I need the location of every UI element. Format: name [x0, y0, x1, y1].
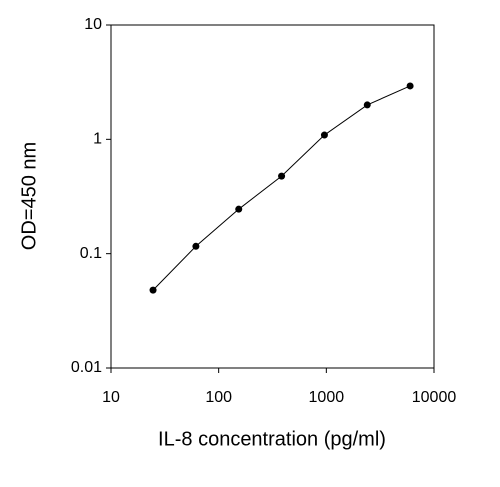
- data-point: [363, 101, 371, 109]
- x-tick-label: 10000: [412, 389, 457, 406]
- y-tick-label: 0.1: [80, 245, 102, 262]
- data-point: [235, 205, 243, 213]
- x-tick-label: 100: [205, 389, 232, 406]
- y-axis-label: OD=450 nm: [18, 142, 40, 250]
- y-tick-label: 0.01: [71, 359, 102, 376]
- data-point: [406, 82, 414, 90]
- data-line: [152, 85, 411, 291]
- x-tick-label: 1000: [309, 389, 345, 406]
- data-point: [278, 172, 286, 180]
- data-point: [192, 242, 200, 250]
- x-tick-label: 10: [102, 389, 120, 406]
- y-tick-label: 1: [93, 131, 102, 148]
- y-tick-label: 10: [84, 16, 102, 33]
- plot-frame: [110, 24, 435, 369]
- data-point: [149, 286, 157, 294]
- data-point: [320, 131, 328, 139]
- x-axis-label: IL-8 concentration (pg/ml): [158, 428, 386, 450]
